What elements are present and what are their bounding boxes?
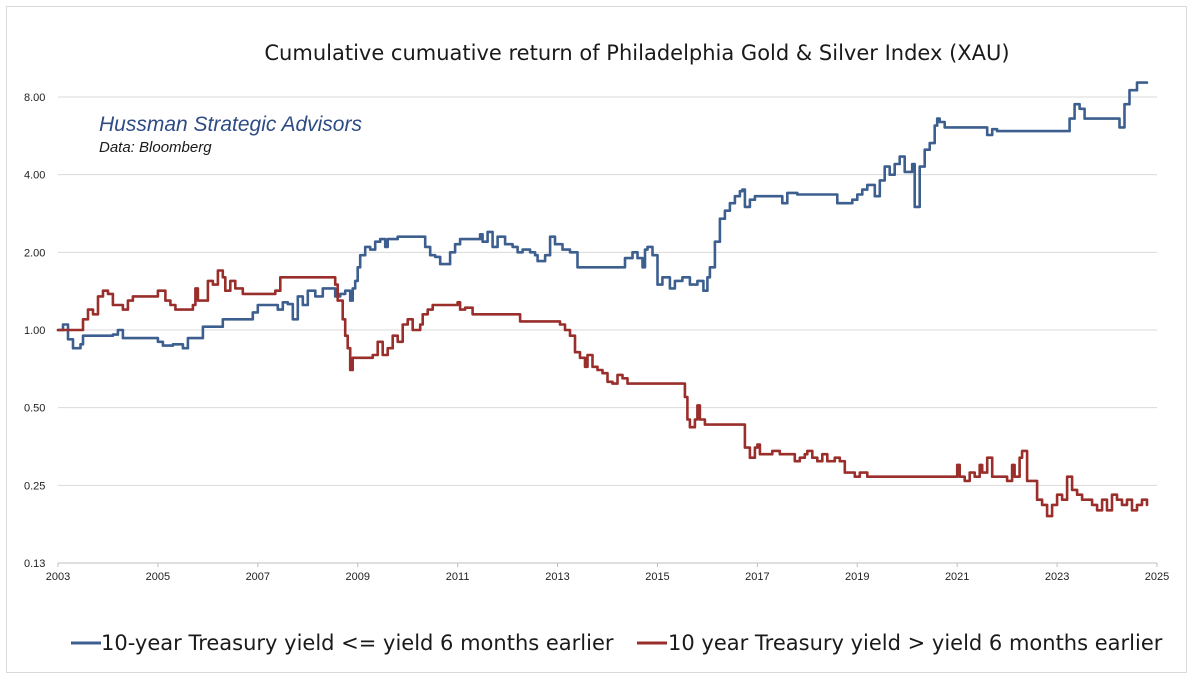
legend-label-blue: 10-year Treasury yield <= yield 6 months… (101, 631, 614, 655)
x-tick-label: 2003 (46, 571, 70, 583)
x-tick-label: 2021 (945, 571, 969, 583)
brand-annotation: Hussman Strategic Advisors (99, 113, 362, 136)
x-tick-label: 2009 (345, 571, 369, 583)
x-tick-label: 2011 (446, 571, 470, 583)
series-lines (56, 81, 1149, 518)
x-axis-ticks: 2003 2005 2007 2009 2011 2013 2015 2017 2019 2021… (46, 563, 1169, 583)
legend-item-red: 10 year Treasury yield > yield 6 months … (637, 631, 1163, 655)
x-tick-label: 2017 (745, 571, 769, 583)
y-tick-label: 8.00 (24, 92, 45, 104)
y-tick-label: 0.25 (24, 480, 45, 492)
chart-frame: Cumulative cumuative return of Philadelp… (6, 6, 1187, 673)
legend-label-red: 10 year Treasury yield > yield 6 months … (668, 631, 1163, 655)
x-tick-label: 2007 (246, 571, 270, 583)
x-tick-label: 2015 (645, 571, 669, 583)
source-annotation: Data: Bloomberg (99, 139, 212, 156)
series-line-red (56, 269, 1149, 518)
y-tick-label: 0.13 (24, 558, 45, 570)
x-tick-label: 2019 (845, 571, 869, 583)
y-tick-label: 0.50 (24, 403, 45, 415)
x-tick-label: 2023 (1045, 571, 1069, 583)
legend-item-blue: 10-year Treasury yield <= yield 6 months… (71, 631, 614, 655)
y-tick-label: 1.00 (24, 325, 45, 337)
legend: 10-year Treasury yield <= yield 6 months… (71, 631, 1163, 655)
y-tick-label: 2.00 (24, 247, 45, 259)
chart-title: Cumulative cumuative return of Philadelp… (264, 41, 1009, 65)
x-tick-label: 2025 (1145, 571, 1169, 583)
y-axis-ticks: 8.00 4.00 2.00 1.00 0.50 0.25 0.13 (24, 92, 45, 570)
x-tick-label: 2013 (545, 571, 569, 583)
xau-return-chart: Cumulative cumuative return of Philadelp… (24, 41, 1169, 655)
y-tick-label: 4.00 (24, 170, 45, 182)
series-line-blue (56, 81, 1149, 350)
x-tick-label: 2005 (146, 571, 170, 583)
gridlines (58, 96, 1157, 486)
